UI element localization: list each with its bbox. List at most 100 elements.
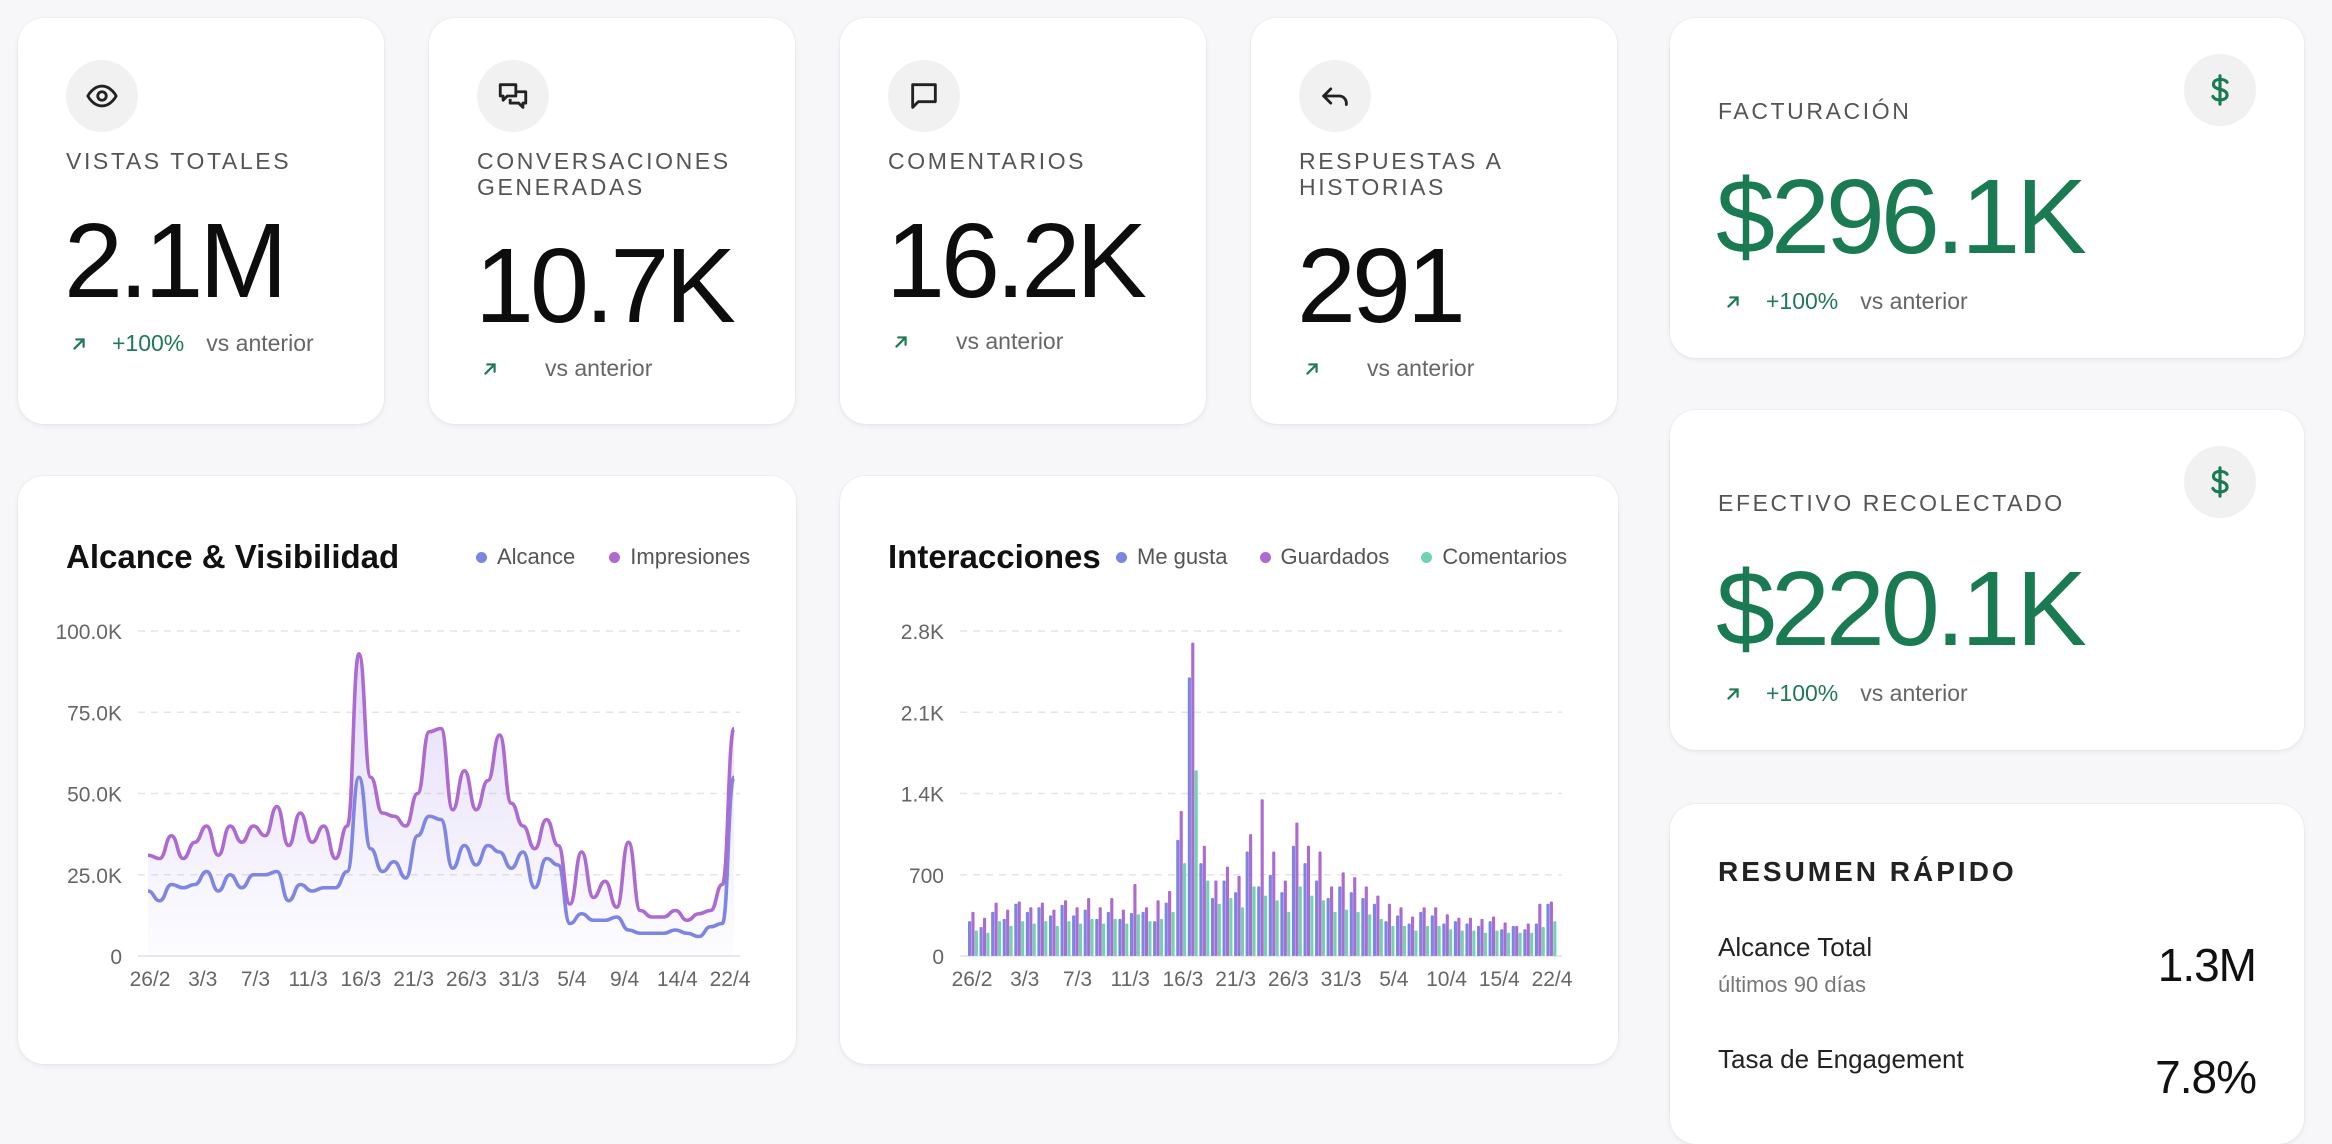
chart-title: Alcance & Visibilidad [66, 538, 400, 575]
legend-item: Impresiones [609, 544, 750, 570]
y-tick-label: 1.4K [901, 784, 944, 807]
bar-guardados [1399, 907, 1403, 956]
bar-me-gusta [1396, 915, 1400, 957]
bar-guardados [1133, 884, 1137, 956]
bar-comentarios [1240, 907, 1245, 956]
bar-comentarios [1078, 923, 1083, 956]
bar-me-gusta [1291, 845, 1296, 956]
bar-comentarios [1414, 930, 1418, 956]
bar-guardados [982, 917, 987, 956]
trend-percent: +100% [112, 330, 185, 356]
bar-guardados [1272, 851, 1276, 956]
x-tick-label: 15/4 [1479, 968, 1520, 991]
trend-comparison: vs anterior [206, 330, 314, 356]
legend-swatch [1259, 551, 1271, 563]
billing-card: FACTURACIÓN $296.1K +100% vs anterior [1670, 18, 2304, 358]
bar-comentarios [1252, 886, 1256, 956]
bar-guardados [1214, 880, 1218, 956]
bar-guardados [1087, 897, 1091, 956]
bar-comentarios [1125, 923, 1129, 956]
bar-comentarios [1159, 918, 1164, 956]
bar-comentarios [1287, 911, 1291, 956]
metric-label: RESPUESTAS A HISTORIAS [1299, 148, 1503, 200]
bar-me-gusta [1002, 918, 1006, 956]
bar-guardados [1353, 877, 1357, 956]
chat-bubbles-icon [477, 60, 549, 132]
bar-guardados [1191, 642, 1195, 956]
metric-label: CONVERSACIONES GENERADAS [477, 148, 731, 200]
bar-comentarios [1518, 932, 1522, 956]
bar-comentarios [1321, 900, 1325, 956]
bar-comentarios [1553, 921, 1557, 956]
bar-comentarios [1090, 918, 1094, 956]
bar-guardados [1422, 907, 1426, 956]
trend-percent: +100% [1766, 680, 1839, 706]
bar-comentarios [1148, 921, 1152, 956]
bar-comentarios [1275, 900, 1279, 956]
summary-row-label: Alcance Total [1718, 932, 1873, 962]
bar-comentarios [1437, 925, 1441, 956]
legend-item: Me gusta [1116, 544, 1228, 570]
bar-guardados [1249, 834, 1253, 957]
bar-me-gusta [1488, 921, 1492, 956]
series-line-impresiones [147, 651, 736, 923]
bar-comentarios [1009, 925, 1013, 956]
bar-me-gusta [1141, 911, 1145, 956]
bar-guardados [1202, 845, 1206, 956]
bar-guardados [1295, 822, 1299, 956]
bar-comentarios [1113, 918, 1117, 956]
metric-card-comments: COMENTARIOS 16.2K vs anterior [840, 18, 1206, 424]
trend-row: vs anterior [890, 328, 1063, 355]
bar-comentarios [1541, 926, 1545, 956]
bar-comentarios [1217, 903, 1221, 956]
bar-guardados [1306, 845, 1311, 956]
x-tick-label: 26/3 [446, 968, 487, 991]
bar-me-gusta [1257, 886, 1261, 956]
bar-guardados [1225, 866, 1230, 957]
bar-me-gusta [1210, 897, 1215, 956]
bar-guardados [1179, 810, 1183, 956]
bar-me-gusta [1014, 903, 1018, 956]
bar-me-gusta [1303, 863, 1307, 956]
bar-comentarios [1102, 923, 1106, 956]
bar-me-gusta [1326, 897, 1330, 956]
legend-swatch [1421, 551, 1433, 563]
bar-guardados [1526, 923, 1530, 956]
bar-comentarios [1183, 863, 1187, 956]
bar-guardados [1063, 900, 1068, 956]
bar-me-gusta [1477, 925, 1481, 956]
bar-me-gusta [1523, 929, 1527, 956]
bar-guardados [1480, 918, 1484, 956]
bar-guardados [1364, 886, 1368, 956]
bar-me-gusta [1500, 929, 1504, 956]
bar-comentarios [1171, 911, 1175, 956]
reply-icon [1299, 60, 1371, 132]
bar-me-gusta [1361, 897, 1365, 956]
bar-guardados [1144, 907, 1149, 956]
metric-value: 291 [1297, 227, 1466, 345]
bar-guardados [1330, 886, 1334, 956]
bar-guardados [1121, 909, 1125, 956]
arrow-up-right-icon [1727, 687, 1739, 700]
bar-comentarios [1032, 923, 1036, 956]
summary-title: RESUMEN RÁPIDO [1718, 856, 2017, 887]
trend-row: +100% vs anterior [1722, 288, 1968, 315]
x-tick-label: 21/3 [1215, 968, 1256, 991]
trend-row: vs anterior [1301, 355, 1474, 382]
summary-row-sublabel: últimos 90 días [1718, 972, 1866, 997]
bar-guardados [1052, 909, 1056, 956]
trend-comparison: vs anterior [956, 328, 1064, 354]
x-tick-label: 11/3 [1111, 968, 1150, 991]
x-tick-label: 10/4 [1426, 968, 1467, 991]
bar-me-gusta [1072, 915, 1076, 957]
y-tick-label: 75.0K [67, 702, 122, 725]
bar-comentarios [1264, 895, 1268, 956]
bar-guardados [1538, 903, 1542, 956]
bar-comentarios [997, 921, 1002, 956]
bar-comentarios [986, 932, 990, 956]
bar-me-gusta [1106, 911, 1110, 956]
bar-comentarios [1530, 932, 1534, 956]
y-tick-label: 2.8K [901, 621, 944, 644]
arrow-up-right-icon [73, 337, 85, 350]
quick-summary-card: RESUMEN RÁPIDO Alcance Total últimos 90 … [1670, 804, 2304, 1144]
